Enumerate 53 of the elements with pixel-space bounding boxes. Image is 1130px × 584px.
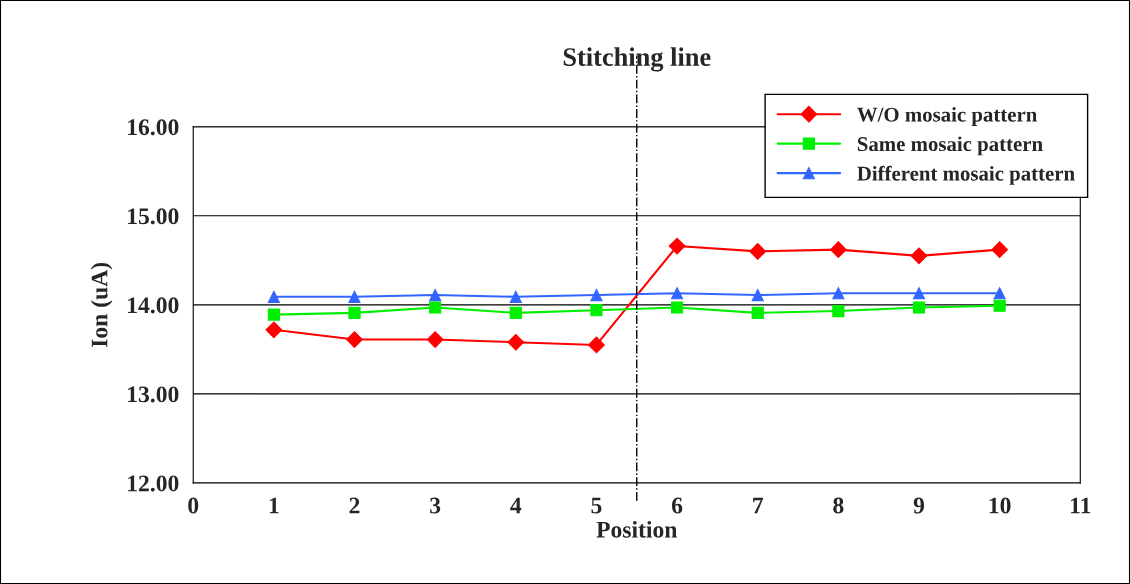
- point: [912, 301, 926, 314]
- point: [507, 333, 525, 351]
- point: [346, 331, 363, 348]
- point: [590, 288, 603, 302]
- legend-label: Different mosaic pattern: [857, 165, 1075, 185]
- point: [426, 331, 444, 348]
- x-tick-label: 3: [430, 497, 441, 514]
- point: [429, 301, 442, 314]
- x-tick-label: 8: [833, 497, 844, 514]
- point: [993, 287, 1006, 300]
- point: [910, 247, 928, 265]
- point: [671, 301, 684, 314]
- point: [509, 290, 522, 303]
- point: [267, 290, 280, 303]
- y-tick-label: 12.00: [128, 475, 179, 492]
- x-axis-title: Position: [596, 521, 678, 538]
- point: [829, 241, 847, 259]
- y-tick-label: 13.00: [128, 386, 179, 403]
- point: [832, 287, 845, 300]
- point: [509, 306, 522, 319]
- y-axis-title: Ion (uA): [90, 262, 113, 348]
- y-tick-label: 14.00: [128, 297, 179, 314]
- point: [832, 305, 845, 318]
- point: [751, 288, 764, 302]
- point: [590, 304, 603, 317]
- point: [993, 299, 1006, 312]
- x-tick-label: 2: [349, 497, 360, 514]
- point: [265, 321, 283, 339]
- x-tick-label: 4: [510, 497, 522, 514]
- point: [749, 243, 767, 260]
- point: [991, 241, 1009, 259]
- x-tick-label: 6: [671, 497, 683, 514]
- x-tick-label: 1: [269, 497, 279, 514]
- legend-label: W/O mosaic pattern: [857, 107, 1038, 126]
- legend-label: Same mosaic pattern: [857, 136, 1043, 156]
- x-tick-label: 5: [591, 497, 602, 514]
- x-tick-label: 0: [188, 497, 199, 514]
- point: [751, 306, 764, 319]
- y-tick-label: 16.00: [128, 119, 179, 136]
- x-tick-label: 11: [1071, 497, 1091, 514]
- point: [429, 288, 442, 302]
- point: [668, 237, 686, 255]
- point: [348, 306, 361, 319]
- y-tick-label: 15.00: [128, 208, 179, 225]
- x-tick-label: 9: [913, 497, 925, 514]
- x-tick-label: 10: [989, 497, 1011, 514]
- point: [912, 287, 926, 300]
- point: [588, 336, 605, 354]
- x-tick-label: 7: [753, 497, 764, 514]
- point: [267, 308, 280, 321]
- point: [348, 290, 361, 303]
- point: [671, 287, 684, 300]
- ref-line-label: Stitching line: [563, 47, 711, 72]
